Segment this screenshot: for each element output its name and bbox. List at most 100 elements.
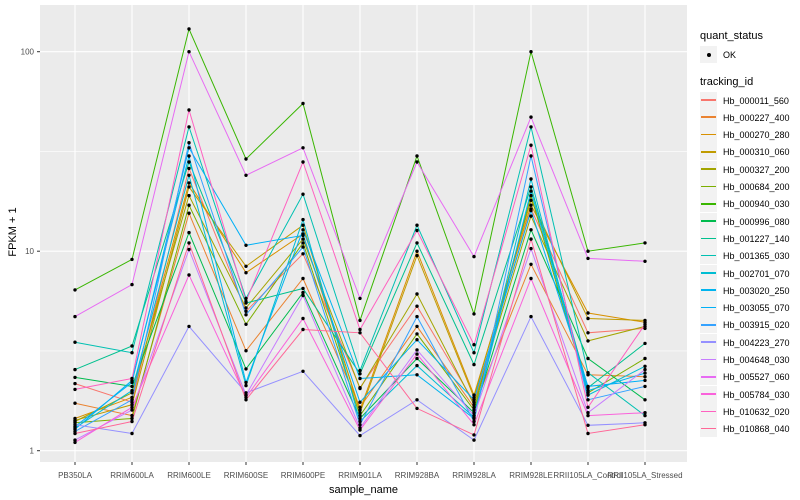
data-point [187,146,191,150]
data-point [529,228,533,232]
data-point [187,273,191,277]
y-tick-label: 100 [21,48,35,57]
legend-key-ok [700,46,717,63]
data-point [187,193,191,198]
data-point [529,246,533,251]
data-point [73,340,77,344]
data-point [130,388,134,393]
legend-key-Hb_001365_030 [700,247,717,265]
data-point [472,419,476,424]
legend-key-Hb_000684_200 [700,178,717,195]
data-point [187,154,191,158]
data-point [415,228,419,233]
data-point [643,318,647,323]
data-point [244,322,248,326]
data-point [187,241,191,245]
data-point [586,411,590,415]
data-point [586,423,590,427]
x-tick-label: RRIM928LE [509,471,553,480]
data-point [358,411,362,415]
data-point [415,356,419,361]
data-point [415,332,419,336]
line-swatch-icon [701,358,716,361]
data-point [586,371,590,375]
legend-key-Hb_003020_250 [700,281,717,299]
data-point [643,423,647,427]
data-point [643,375,647,379]
data-point [415,249,419,253]
data-point [643,259,647,263]
data-point [301,217,305,222]
data-point [415,314,419,319]
data-point [358,318,362,323]
legend-label-Hb_003915_020: Hb_003915_020 [723,320,790,331]
data-point [643,341,647,346]
data-point [529,154,533,158]
data-point [586,331,590,335]
data-point [130,408,134,412]
legend-key-Hb_002701_070 [700,264,717,282]
data-point [358,408,362,412]
data-point [301,316,305,321]
legend-label-Hb_001365_030: Hb_001365_030 [723,251,790,262]
point-icon [706,52,711,57]
line-swatch-icon [701,151,716,153]
data-point [130,403,134,407]
legend-label-Hb_005784_030: Hb_005784_030 [723,389,790,400]
data-point [358,376,362,381]
line-swatch-icon [701,341,716,343]
x-axis-title: sample_name [328,484,399,496]
legend-key-Hb_010868_040 [700,420,717,438]
data-point [643,367,647,372]
data-point [415,348,419,352]
data-point [244,395,248,400]
data-point [73,381,77,386]
data-point [130,351,134,355]
data-point [586,398,590,402]
data-point [472,411,476,415]
data-point [244,367,248,371]
data-point [643,371,647,375]
data-point [529,198,533,202]
data-point [415,223,419,227]
legend-label-Hb_001227_140: Hb_001227_140 [723,233,790,244]
data-point [301,146,305,150]
data-point [130,376,134,381]
data-point [130,380,134,385]
data-point [130,398,134,402]
data-point [130,257,134,262]
legend-key-Hb_003055_070 [700,299,717,317]
data-point [301,290,305,295]
legend-label-Hb_010632_020: Hb_010632_020 [723,406,790,417]
line-swatch-icon [701,202,716,205]
legend-label-ok: OK [723,50,737,60]
line-swatch-icon [701,99,716,101]
data-point [187,108,191,112]
panel-background [40,5,687,462]
data-point [358,400,362,404]
legend-label-Hb_004648_030: Hb_004648_030 [723,355,790,365]
data-point [73,375,77,380]
legend-key-Hb_000310_060 [700,143,717,161]
y-axis-title: FPKM + 1 [7,207,19,257]
x-tick-label: RRII105LA_Stressed [607,471,682,480]
data-point [301,276,305,281]
data-point [244,271,248,275]
data-point [301,237,305,241]
data-point [301,228,305,232]
data-point [301,327,305,332]
data-point [244,296,248,301]
data-point [301,293,305,298]
data-point [244,313,248,317]
data-point [187,211,191,215]
legend-key-Hb_000327_200 [700,160,717,178]
data-point [472,362,476,367]
data-point [244,380,248,385]
data-point [244,383,248,388]
data-point [472,395,476,400]
data-point [415,292,419,296]
data-point [130,395,134,400]
data-point [73,367,77,372]
data-point [586,388,590,393]
legend-label-Hb_000011_560: Hb_000011_560 [723,95,789,106]
